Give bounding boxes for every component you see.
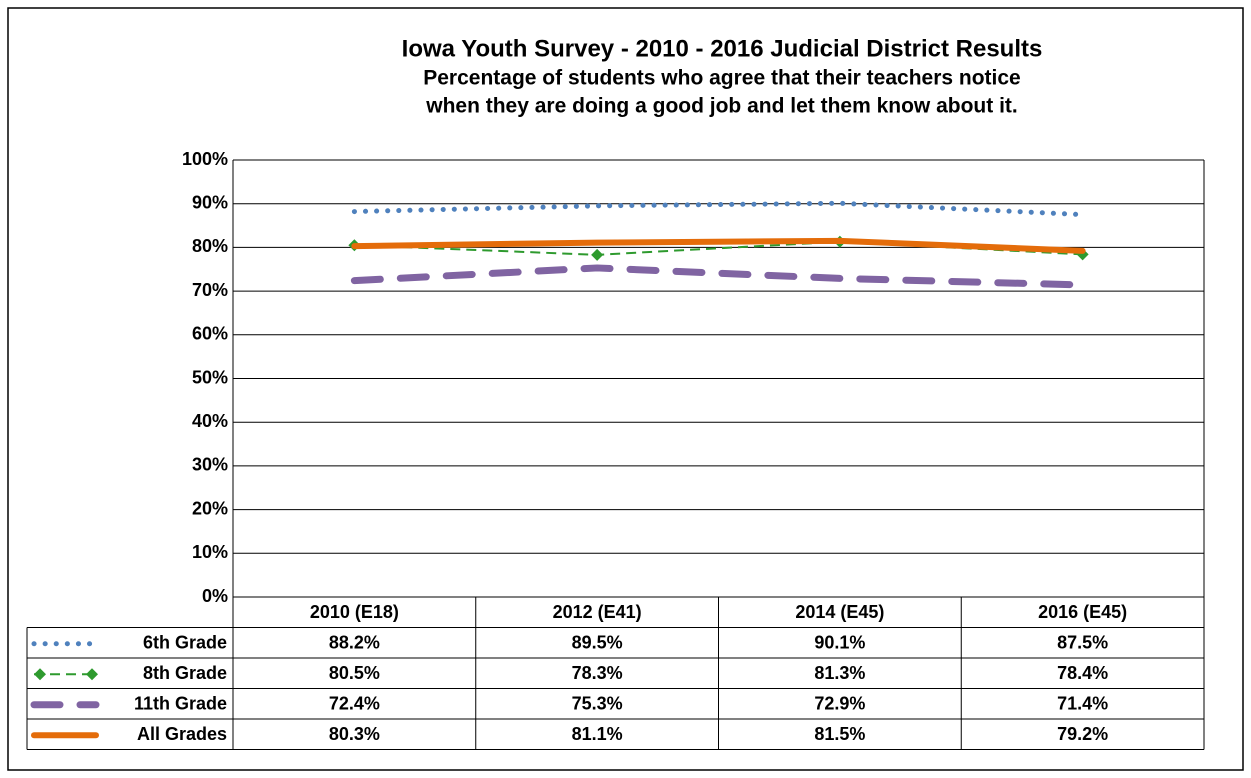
table-value: 81.5% (814, 724, 865, 744)
x-tick-label: 2016 (E45) (1038, 602, 1127, 622)
y-tick-label: 0% (202, 586, 228, 606)
y-tick-label: 60% (192, 324, 228, 344)
y-tick-label: 80% (192, 236, 228, 256)
x-tick-label: 2014 (E45) (795, 602, 884, 622)
table-value: 81.3% (814, 663, 865, 683)
table-value: 81.1% (572, 724, 623, 744)
y-tick-label: 30% (192, 455, 228, 475)
y-tick-label: 40% (192, 411, 228, 431)
y-tick-label: 50% (192, 367, 228, 387)
x-tick-label: 2010 (E18) (310, 602, 399, 622)
table-value: 80.5% (329, 663, 380, 683)
table-value: 72.9% (814, 694, 865, 714)
table-value: 90.1% (814, 633, 865, 653)
y-tick-label: 70% (192, 280, 228, 300)
series-line (351, 200, 1086, 218)
table-value: 78.4% (1057, 663, 1108, 683)
table-value: 72.4% (329, 694, 380, 714)
table-value: 89.5% (572, 633, 623, 653)
table-value: 71.4% (1057, 694, 1108, 714)
legend-label: 8th Grade (143, 663, 227, 683)
chart-subtitle: when they are doing a good job and let t… (425, 95, 1018, 118)
series-line (350, 264, 1087, 289)
legend-marker (86, 668, 98, 681)
table-value: 75.3% (572, 694, 623, 714)
marker (591, 248, 604, 261)
table-value: 80.3% (329, 724, 380, 744)
chart-title: Iowa Youth Survey - 2010 - 2016 Judicial… (402, 35, 1043, 62)
y-tick-label: 20% (192, 498, 228, 518)
table-value: 88.2% (329, 633, 380, 653)
series-line (351, 237, 1086, 254)
legend-label: All Grades (137, 724, 227, 744)
table-value: 87.5% (1057, 633, 1108, 653)
table-value: 78.3% (572, 663, 623, 683)
table-value: 79.2% (1057, 724, 1108, 744)
y-tick-label: 10% (192, 542, 228, 562)
chart-border (7, 7, 1244, 771)
chart-subtitle: Percentage of students who agree that th… (423, 67, 1021, 90)
legend-label: 11th Grade (134, 694, 227, 714)
y-tick-label: 90% (192, 192, 228, 212)
legend-marker (34, 668, 46, 681)
y-tick-label: 100% (182, 149, 228, 169)
legend-label: 6th Grade (143, 633, 227, 653)
x-tick-label: 2012 (E41) (553, 602, 642, 622)
series-line (354, 240, 1083, 256)
